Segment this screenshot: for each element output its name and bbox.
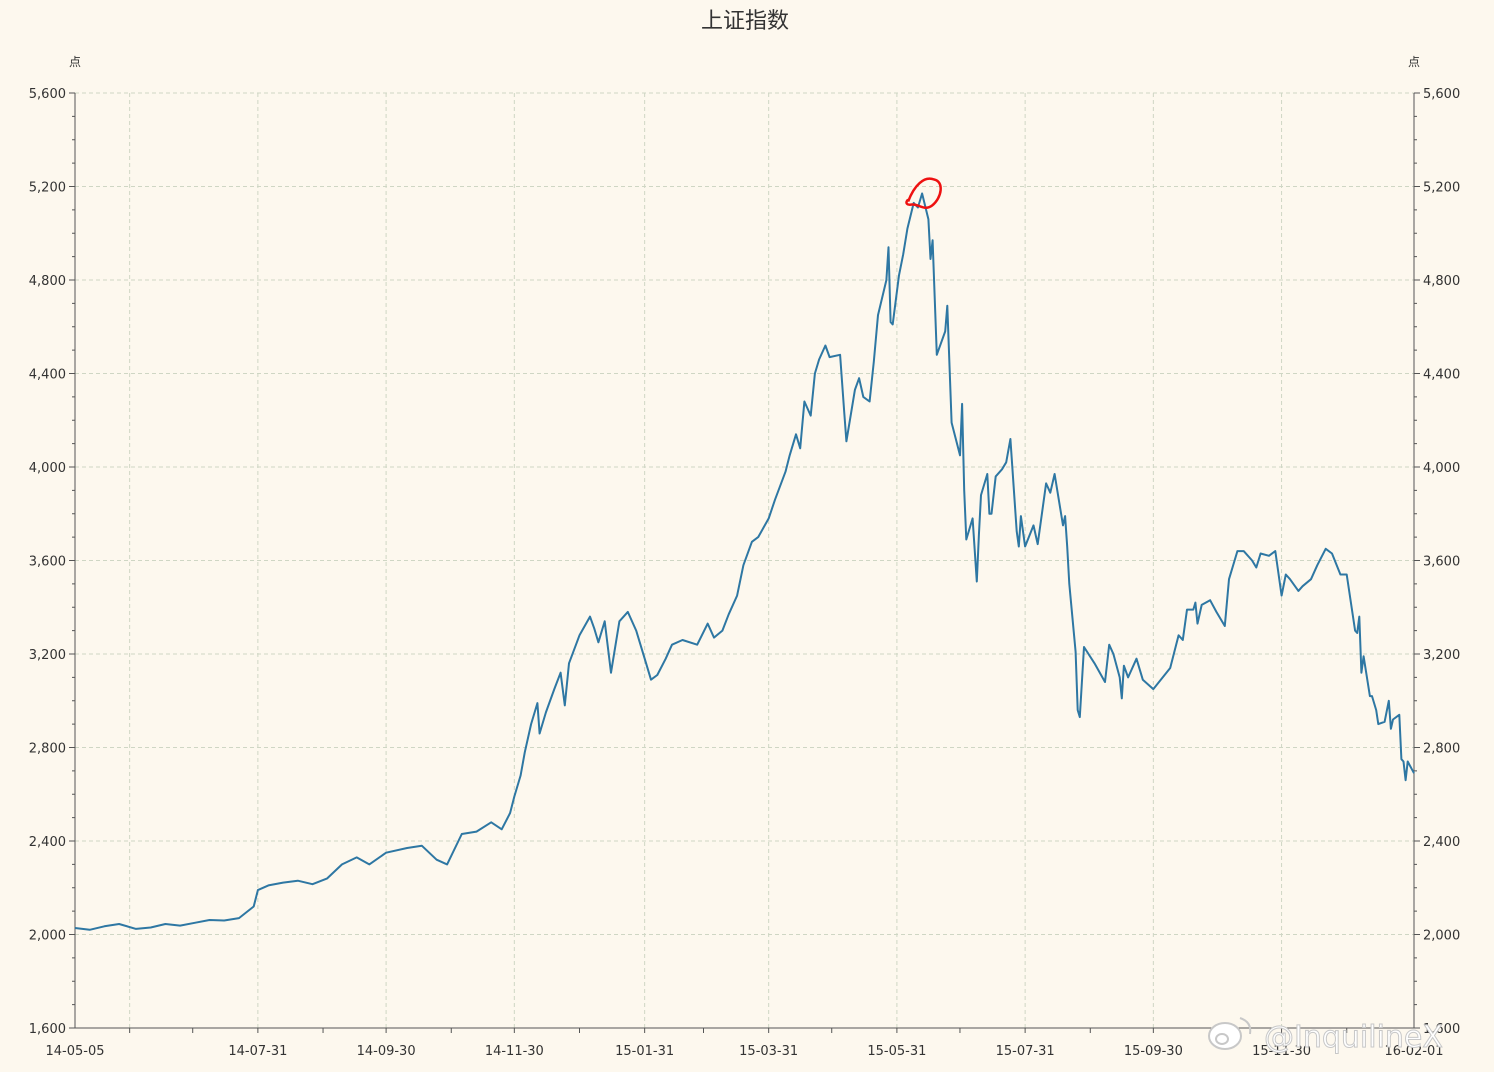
x-tick-label: 15-03-31 [739,1044,798,1059]
series-line [74,192,1415,931]
left-y-tick-label: 5,600 [29,87,66,102]
x-tick-label: 15-11-30 [1252,1044,1311,1059]
left-y-tick-label: 1,600 [29,1022,66,1037]
x-tick-label: 15-07-31 [996,1044,1055,1059]
weibo-logo-icon [1208,1017,1252,1050]
right-y-tick-label: 4,000 [1423,461,1460,476]
peak-highlight-circle [905,177,942,209]
x-tick-label: 15-09-30 [1124,1044,1183,1059]
left-y-tick-label: 4,400 [29,368,66,383]
right-y-tick-label: 5,600 [1423,87,1460,102]
series [74,192,1415,931]
right-y-tick-label: 2,800 [1423,742,1460,757]
left-y-tick-label: 2,400 [29,835,66,850]
x-tick-label: 14-11-30 [485,1044,544,1059]
right-y-tick-label: 2,400 [1423,835,1460,850]
watermark-text: @InquilineX [1264,1020,1443,1055]
x-tick-label: 15-01-31 [615,1044,674,1059]
watermark: @InquilineX [1208,1017,1443,1056]
left-y-tick-label: 2,000 [29,929,66,944]
left-y-tick-label: 2,800 [29,742,66,757]
chart-title: 上证指数 [701,9,789,34]
left-y-tick-label: 3,600 [29,555,66,570]
x-tick-label: 15-05-31 [867,1044,926,1059]
right-y-tick-label: 1,600 [1423,1022,1460,1037]
right-y-tick-label: 5,200 [1423,181,1460,196]
left-axis-unit: 点 [69,55,81,69]
x-tick-label: 14-05-05 [45,1044,104,1059]
highlight [905,177,942,209]
left-y-tick-label: 3,200 [29,648,66,663]
left-y-tick-label: 5,200 [29,181,66,196]
right-y-tick-label: 4,800 [1423,274,1460,289]
x-tick-label: 14-09-30 [357,1044,416,1059]
right-axis-unit: 点 [1408,55,1420,69]
x-tick-label: 16-02-01 [1384,1044,1443,1059]
right-y-tick-label: 3,600 [1423,555,1460,570]
axes: 1,600 1,600 2,000 2,000 2,400 2,400 2,800 2,800… [29,87,1460,1059]
right-y-tick-label: 2,000 [1423,929,1460,944]
right-y-tick-label: 4,400 [1423,368,1460,383]
x-tick-label: 14-07-31 [228,1044,287,1059]
left-y-tick-label: 4,000 [29,461,66,476]
grid [75,92,1414,1028]
left-y-tick-label: 4,800 [29,274,66,289]
right-y-tick-label: 3,200 [1423,648,1460,663]
